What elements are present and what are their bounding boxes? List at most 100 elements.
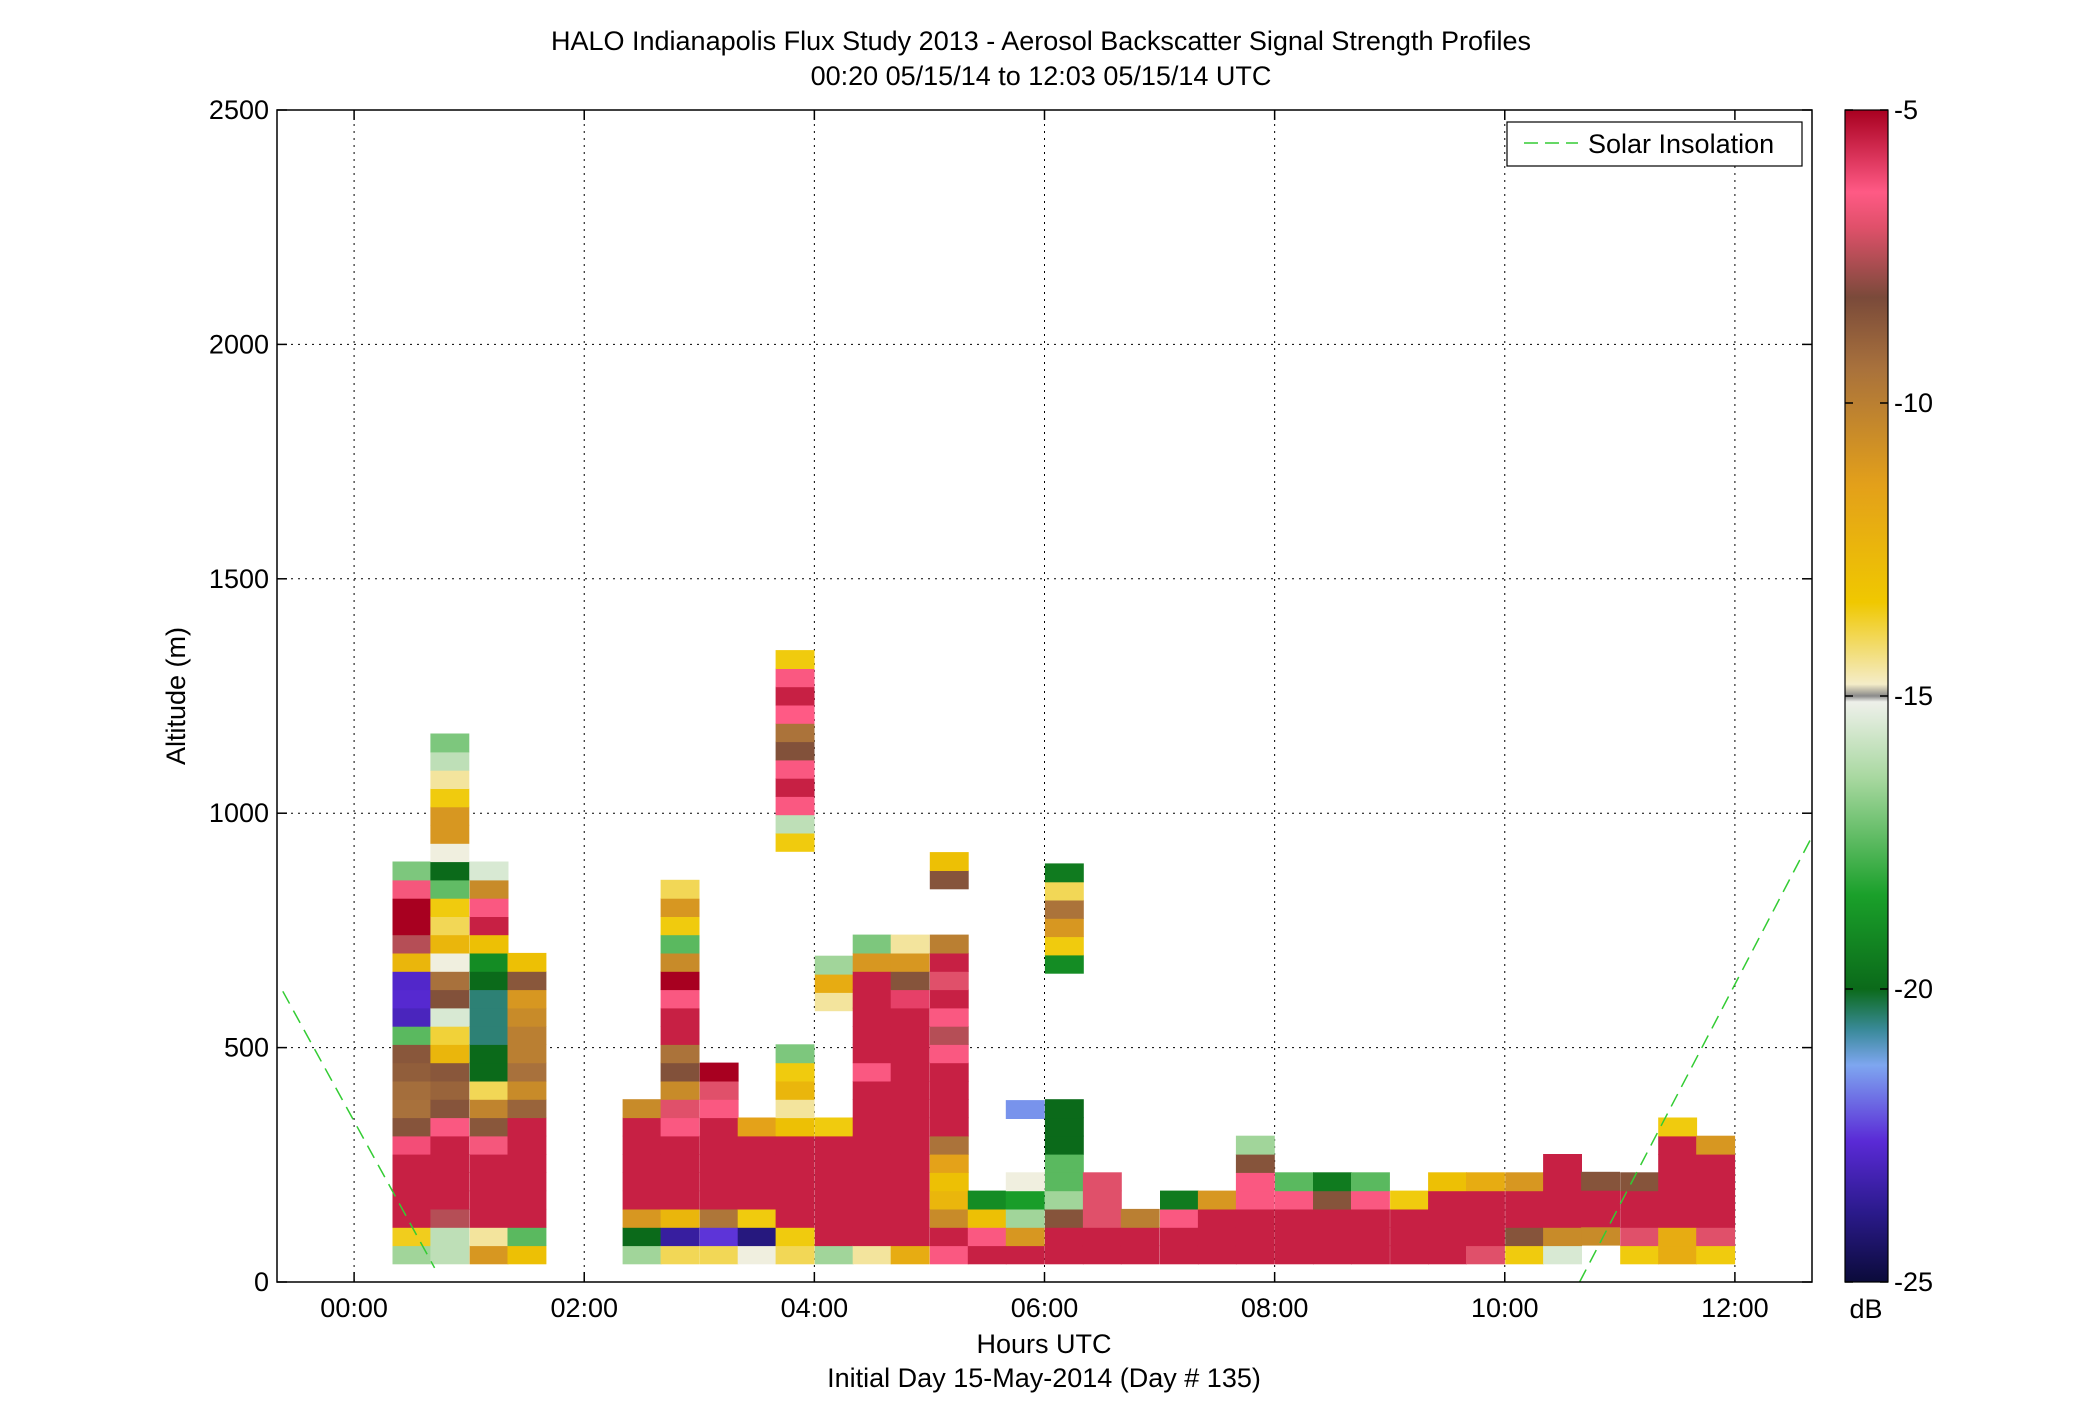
- y-tick-label: 0: [254, 1267, 269, 1297]
- heatmap-cell: [430, 916, 470, 936]
- heatmap-cell: [392, 1062, 432, 1082]
- heatmap-cell: [430, 1007, 470, 1027]
- heatmap-cell: [1275, 1172, 1314, 1192]
- heatmap-cell: [814, 1117, 854, 1137]
- heatmap-cell: [507, 971, 547, 991]
- heatmap-cell: [392, 1227, 432, 1247]
- heatmap-cell: [1428, 1227, 1467, 1247]
- heatmap-cell: [890, 1026, 930, 1045]
- heatmap-cell: [430, 1245, 470, 1265]
- heatmap-cell: [852, 1227, 892, 1247]
- heatmap-cell: [1658, 1117, 1698, 1137]
- heatmap-cell: [660, 1154, 700, 1173]
- heatmap-cell: [775, 686, 815, 706]
- heatmap-cell: [469, 1227, 509, 1247]
- heatmap-cell: [929, 1172, 969, 1192]
- heatmap-cell: [929, 1044, 969, 1064]
- x-tick-label: 06:00: [1011, 1293, 1079, 1323]
- heatmap-cell: [890, 1154, 930, 1173]
- x-tick-label: 04:00: [781, 1293, 849, 1323]
- heatmap-cell: [622, 1208, 662, 1228]
- heatmap-cell: [852, 934, 892, 954]
- heatmap-cell: [660, 934, 700, 954]
- heatmap-cell: [775, 1172, 815, 1192]
- heatmap-cell: [1044, 899, 1084, 919]
- heatmap-cell: [852, 971, 892, 991]
- heatmap-cell: [1044, 1172, 1084, 1192]
- heatmap-cell: [392, 1099, 432, 1119]
- heatmap-cell: [392, 1245, 432, 1265]
- heatmap-cell: [392, 1172, 432, 1192]
- heatmap-cell: [507, 1062, 547, 1082]
- heatmap-cell: [469, 1245, 509, 1265]
- heatmap-cell: [775, 1099, 815, 1119]
- heatmap-cell: [1313, 1227, 1352, 1247]
- heatmap-cell: [392, 1007, 432, 1027]
- heatmap-cell: [430, 952, 470, 972]
- heatmap-cell: [1235, 1172, 1275, 1192]
- heatmap-cell: [814, 1154, 854, 1173]
- colorbar: -25 -20 -15 -10 -5 dB: [1844, 95, 1933, 1324]
- heatmap-cell: [775, 1117, 815, 1137]
- colorbar-ticks: -25 -20 -15 -10 -5: [1845, 95, 1933, 1297]
- heatmap-cell: [890, 1117, 930, 1137]
- heatmap-cell: [507, 1044, 547, 1064]
- heatmap-cell: [852, 1154, 892, 1173]
- heatmap-cell: [1005, 1227, 1045, 1247]
- heatmap-cell: [392, 952, 432, 972]
- heatmap-cell: [1428, 1208, 1467, 1228]
- heatmap-cell: [430, 751, 470, 771]
- heatmap-cell: [392, 1080, 432, 1100]
- heatmap-cell: [699, 1245, 739, 1265]
- heatmap-cell: [1658, 1245, 1698, 1265]
- heatmap-cell: [430, 733, 470, 753]
- y-tick-label: 500: [224, 1033, 269, 1063]
- heatmap-cell: [699, 1117, 739, 1137]
- heatmap-cell: [775, 814, 815, 834]
- heatmap-cell: [699, 1172, 739, 1192]
- heatmap-cell: [507, 1227, 547, 1247]
- heatmap-cell: [469, 1044, 509, 1064]
- heatmap-cell: [890, 1172, 930, 1192]
- heatmap-cell: [929, 1245, 969, 1265]
- heatmap-cell: [469, 1172, 509, 1192]
- heatmap-cell: [622, 1190, 662, 1210]
- heatmap-cell: [430, 1135, 470, 1155]
- heatmap-cell: [775, 1080, 815, 1100]
- heatmap-cell: [430, 1227, 470, 1247]
- heatmap-cell: [852, 1190, 892, 1210]
- heatmap-cell: [1505, 1245, 1545, 1265]
- heatmap-cell: [737, 1135, 777, 1155]
- heatmap-cell: [852, 1007, 892, 1027]
- heatmap-cell: [507, 1026, 547, 1045]
- y-tick-label: 2500: [209, 95, 269, 125]
- heatmap-cell: [1275, 1227, 1314, 1247]
- heatmap-cell: [852, 952, 892, 972]
- heatmap-cell: [469, 1154, 509, 1173]
- heatmap-cell: [1543, 1227, 1582, 1247]
- heatmap-cell: [1581, 1171, 1620, 1191]
- heatmap-cell: [967, 1245, 1007, 1265]
- heatmap-cell: [430, 1026, 470, 1045]
- heatmap-cell: [890, 1245, 930, 1265]
- heatmap-cell: [929, 1208, 969, 1228]
- heatmap-cell: [1275, 1190, 1314, 1210]
- heatmap-cell: [1505, 1208, 1545, 1228]
- heatmap-cell: [1581, 1208, 1620, 1228]
- heatmap-cell: [1044, 1099, 1084, 1119]
- heatmap-cell: [775, 1190, 815, 1210]
- heatmap-cell: [1620, 1245, 1660, 1265]
- heatmap-cell: [1351, 1172, 1390, 1192]
- x-tick-label: 10:00: [1471, 1293, 1539, 1323]
- heatmap-cell: [430, 1044, 470, 1064]
- heatmap-cell: [852, 1172, 892, 1192]
- heatmap-cell: [1313, 1172, 1352, 1192]
- heatmap-cell: [967, 1190, 1007, 1210]
- y-axis-label: Altitude (m): [161, 627, 191, 765]
- heatmap-cell: [852, 1080, 892, 1100]
- heatmap-cell: [660, 1208, 700, 1228]
- heatmap-cell: [1351, 1190, 1390, 1210]
- heatmap-cell: [430, 1080, 470, 1100]
- heatmap-cell: [660, 916, 700, 936]
- heatmap-cell: [507, 1208, 547, 1228]
